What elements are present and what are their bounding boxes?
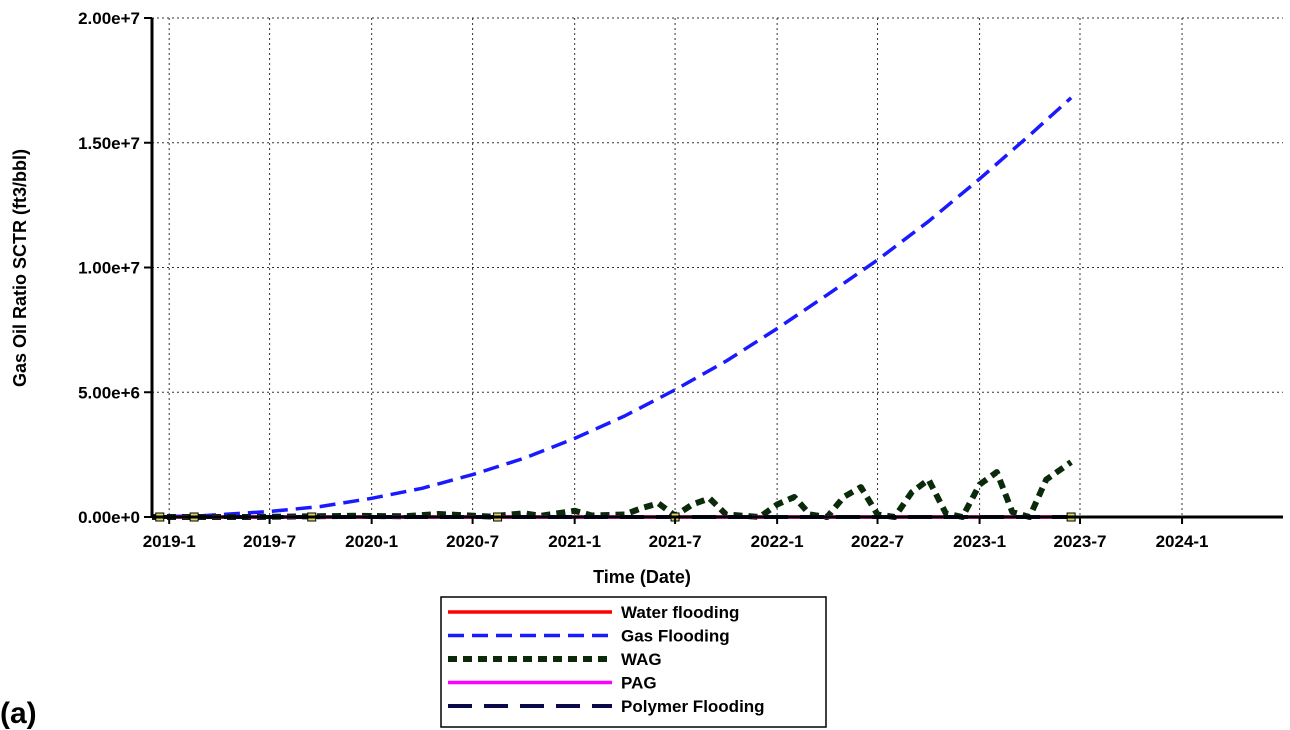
x-tick-label: 2022-7 — [851, 532, 904, 551]
legend-label-polymer-flooding: Polymer Flooding — [621, 697, 765, 716]
y-axis-title: Gas Oil Ratio SCTR (ft3/bbl) — [10, 149, 30, 387]
panel-label: (a) — [0, 697, 37, 730]
y-tick-label: 0.00e+0 — [78, 508, 140, 527]
legend-label-wag: WAG — [621, 650, 662, 669]
x-tick-label: 2024-1 — [1156, 532, 1209, 551]
legend-label-pag: PAG — [621, 674, 657, 693]
x-tick-label: 2020-7 — [446, 532, 499, 551]
grid — [152, 17, 1283, 517]
x-tick-label: 2022-1 — [751, 532, 804, 551]
legend-label-water-flooding: Water flooding — [621, 603, 739, 622]
legend: Water flooding Gas Flooding WAG PAG Polymer … — [440, 596, 827, 728]
series-line-gas-flooding — [151, 96, 1073, 519]
series-line-wag — [152, 459, 1073, 520]
legend-label-gas-flooding: Gas Flooding — [621, 627, 730, 646]
x-axis-title: Time (Date) — [593, 567, 691, 587]
x-tick-label: 2023-1 — [953, 532, 1006, 551]
x-tick-label: 2021-7 — [649, 532, 702, 551]
y-tick-label: 1.50e+7 — [78, 134, 140, 153]
series-layer — [151, 96, 1076, 522]
x-tick-label: 2019-1 — [143, 532, 196, 551]
axes — [144, 17, 1283, 524]
y-tick-label: 5.00e+6 — [78, 383, 140, 402]
x-tick-label: 2019-7 — [243, 532, 296, 551]
tick-labels: 2019-1 2019-7 2020-1 2020-7 2021-1 2021-7 2022… — [78, 9, 1208, 551]
x-tick-label: 2020-1 — [345, 532, 398, 551]
y-tick-label: 1.00e+7 — [78, 259, 140, 278]
x-tick-label: 2023-7 — [1054, 532, 1107, 551]
y-tick-label: 2.00e+7 — [78, 9, 140, 28]
x-tick-label: 2021-1 — [548, 532, 601, 551]
